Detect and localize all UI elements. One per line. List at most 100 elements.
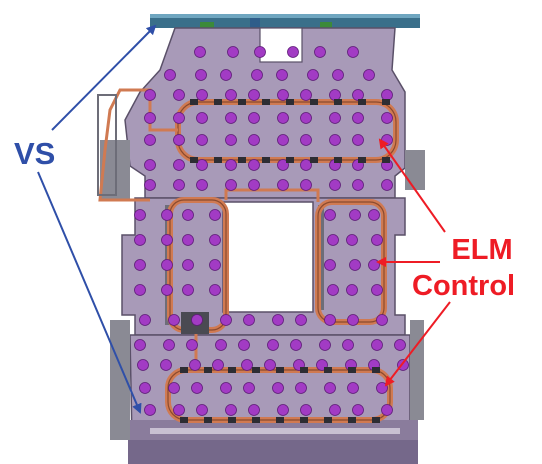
coil-clip-14 bbox=[310, 157, 318, 163]
vs-label: VS bbox=[14, 136, 56, 171]
bolt-55 bbox=[173, 179, 185, 191]
bolt-47 bbox=[225, 159, 237, 171]
bolt-99 bbox=[324, 314, 336, 326]
bolt-15 bbox=[173, 89, 185, 101]
coil-clip-28 bbox=[204, 417, 212, 423]
bolt-66 bbox=[182, 209, 194, 221]
coil-clip-27 bbox=[180, 417, 188, 423]
bolt-133 bbox=[376, 382, 388, 394]
bolt-21 bbox=[329, 89, 341, 101]
bolt-93 bbox=[168, 314, 180, 326]
vs-arrows bbox=[37, 24, 157, 414]
vs-arrow-top bbox=[51, 24, 157, 131]
coil-clip-4 bbox=[286, 99, 294, 105]
bolt-124 bbox=[139, 382, 151, 394]
bolt-17 bbox=[225, 89, 237, 101]
bolt-49 bbox=[277, 159, 289, 171]
coil-clip-31 bbox=[276, 417, 284, 423]
central-window bbox=[222, 201, 314, 313]
bolt-118 bbox=[264, 359, 276, 371]
bolt-126 bbox=[191, 382, 203, 394]
bolt-37 bbox=[225, 134, 237, 146]
bolt-129 bbox=[272, 382, 284, 394]
bolt-112 bbox=[394, 339, 406, 351]
bolt-24 bbox=[144, 112, 156, 124]
coil-clips bbox=[180, 99, 390, 423]
bolt-95 bbox=[220, 314, 232, 326]
bolt-88 bbox=[368, 259, 380, 271]
bolt-34 bbox=[144, 134, 156, 146]
bolt-128 bbox=[243, 382, 255, 394]
coil-clip-10 bbox=[214, 157, 222, 163]
coil-clip-24 bbox=[324, 367, 332, 373]
bolt-31 bbox=[329, 112, 341, 124]
coil-clip-9 bbox=[190, 157, 198, 163]
bolt-101 bbox=[376, 314, 388, 326]
bolt-135 bbox=[173, 404, 185, 416]
bolt-74 bbox=[182, 259, 194, 271]
bolt-90 bbox=[346, 284, 358, 296]
coil-clip-26 bbox=[372, 367, 380, 373]
coil-clip-23 bbox=[300, 367, 308, 373]
bolt-81 bbox=[349, 209, 361, 221]
bolt-140 bbox=[300, 404, 312, 416]
bolt-0 bbox=[194, 46, 206, 58]
coil-clip-35 bbox=[372, 417, 380, 423]
bolt-22 bbox=[352, 89, 364, 101]
coil-clip-3 bbox=[262, 99, 270, 105]
bolt-100 bbox=[347, 314, 359, 326]
bolt-6 bbox=[164, 69, 176, 81]
coil-clip-25 bbox=[348, 367, 356, 373]
coil-clip-6 bbox=[334, 99, 342, 105]
bolt-65 bbox=[161, 209, 173, 221]
elm-arrow-upper bbox=[378, 138, 446, 233]
bolt-82 bbox=[368, 209, 380, 221]
coil-clip-22 bbox=[276, 367, 284, 373]
bolt-3 bbox=[287, 46, 299, 58]
bolt-32 bbox=[352, 112, 364, 124]
bolt-136 bbox=[196, 404, 208, 416]
bolt-59 bbox=[277, 179, 289, 191]
bolt-108 bbox=[290, 339, 302, 351]
coil-clip-20 bbox=[228, 367, 236, 373]
bolt-137 bbox=[225, 404, 237, 416]
coil-clip-0 bbox=[190, 99, 198, 105]
bolt-60 bbox=[300, 179, 312, 191]
bolt-1 bbox=[227, 46, 239, 58]
bolt-130 bbox=[295, 382, 307, 394]
bolt-125 bbox=[168, 382, 180, 394]
bolt-23 bbox=[381, 89, 393, 101]
bolt-7 bbox=[195, 69, 207, 81]
bolt-64 bbox=[134, 209, 146, 221]
bolt-138 bbox=[248, 404, 260, 416]
bolt-114 bbox=[160, 359, 172, 371]
bolt-27 bbox=[225, 112, 237, 124]
coil-clip-33 bbox=[324, 417, 332, 423]
bolt-143 bbox=[381, 404, 393, 416]
coil-clip-1 bbox=[214, 99, 222, 105]
bolt-62 bbox=[352, 179, 364, 191]
bolt-105 bbox=[215, 339, 227, 351]
elm-control-label-line1: ELM bbox=[451, 234, 513, 266]
bolt-92 bbox=[139, 314, 151, 326]
bolt-20 bbox=[300, 89, 312, 101]
bolt-68 bbox=[134, 234, 146, 246]
bolt-103 bbox=[163, 339, 175, 351]
bolt-87 bbox=[349, 259, 361, 271]
bolt-9 bbox=[251, 69, 263, 81]
bolt-18 bbox=[248, 89, 260, 101]
coil-clip-15 bbox=[334, 157, 342, 163]
bolt-42 bbox=[352, 134, 364, 146]
bolt-86 bbox=[324, 259, 336, 271]
elm-arrows bbox=[376, 138, 451, 387]
elm-control-label-line2: Control bbox=[412, 270, 516, 302]
coil-clip-13 bbox=[286, 157, 294, 163]
bolt-58 bbox=[248, 179, 260, 191]
coil-clip-5 bbox=[310, 99, 318, 105]
bolt-26 bbox=[196, 112, 208, 124]
bolt-5 bbox=[347, 46, 359, 58]
bolt-85 bbox=[371, 234, 383, 246]
bolt-56 bbox=[196, 179, 208, 191]
bolt-132 bbox=[347, 382, 359, 394]
